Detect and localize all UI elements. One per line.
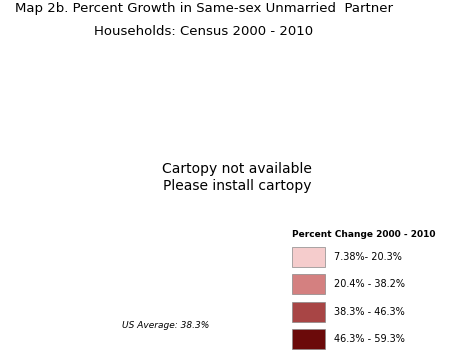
Bar — [292, 329, 325, 349]
Text: 46.3% - 59.3%: 46.3% - 59.3% — [334, 334, 405, 344]
Bar — [292, 247, 325, 267]
Text: Cartopy not available
Please install cartopy: Cartopy not available Please install car… — [162, 162, 312, 193]
Text: 7.38%- 20.3%: 7.38%- 20.3% — [334, 252, 402, 262]
Text: Households: Census 2000 - 2010: Households: Census 2000 - 2010 — [94, 25, 313, 38]
Text: US Average: 38.3%: US Average: 38.3% — [122, 321, 210, 331]
Text: 38.3% - 46.3%: 38.3% - 46.3% — [334, 307, 405, 317]
Bar — [292, 302, 325, 322]
Text: Map 2b. Percent Growth in Same-sex Unmarried  Partner: Map 2b. Percent Growth in Same-sex Unmar… — [15, 2, 393, 15]
Text: Percent Change 2000 - 2010: Percent Change 2000 - 2010 — [292, 230, 435, 239]
Text: 20.4% - 38.2%: 20.4% - 38.2% — [334, 279, 405, 289]
Bar — [292, 274, 325, 294]
